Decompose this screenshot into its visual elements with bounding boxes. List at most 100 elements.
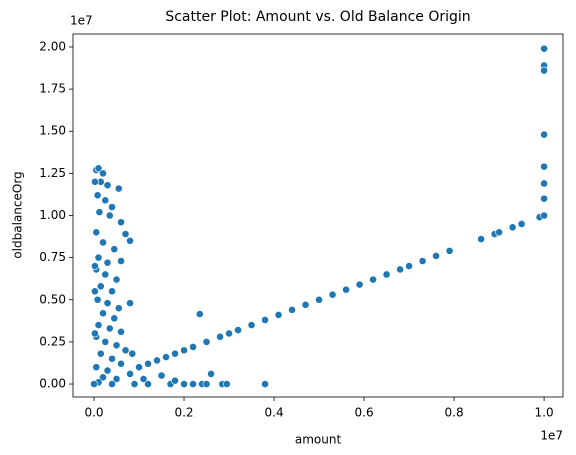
point bbox=[103, 181, 112, 190]
point bbox=[288, 305, 296, 314]
point bbox=[396, 265, 404, 274]
point bbox=[93, 295, 102, 304]
y-tick-label: 1.00 bbox=[39, 208, 66, 222]
point bbox=[202, 337, 211, 346]
point bbox=[445, 246, 454, 255]
point bbox=[315, 295, 323, 304]
point bbox=[355, 280, 364, 289]
point bbox=[112, 341, 121, 350]
point bbox=[234, 326, 242, 334]
y-tick-label: 2.00 bbox=[39, 39, 66, 53]
point bbox=[144, 359, 152, 368]
point bbox=[225, 329, 233, 338]
point bbox=[195, 310, 204, 318]
x-tick-label: 0.6 bbox=[355, 406, 374, 420]
y-tick-label: 0.25 bbox=[39, 334, 66, 348]
point bbox=[180, 380, 188, 388]
point bbox=[117, 218, 125, 227]
point bbox=[105, 324, 114, 333]
point bbox=[101, 270, 110, 279]
point bbox=[121, 346, 130, 355]
point bbox=[99, 373, 107, 382]
point bbox=[128, 349, 137, 358]
point bbox=[135, 363, 143, 372]
point bbox=[94, 321, 103, 329]
point bbox=[540, 44, 548, 53]
point bbox=[112, 375, 121, 383]
point bbox=[117, 359, 125, 368]
point bbox=[328, 290, 337, 299]
point bbox=[144, 380, 152, 388]
point bbox=[540, 66, 548, 75]
point bbox=[202, 380, 211, 388]
point bbox=[405, 262, 413, 270]
point bbox=[108, 203, 116, 211]
x-tick-label: 0.4 bbox=[265, 406, 284, 420]
y-offset-label: 1e7 bbox=[70, 14, 93, 28]
x-tick-label: 0.8 bbox=[445, 406, 464, 420]
point bbox=[540, 179, 548, 188]
point bbox=[222, 380, 231, 388]
point bbox=[121, 230, 130, 238]
point bbox=[126, 370, 134, 378]
point bbox=[126, 236, 134, 245]
point bbox=[103, 258, 112, 267]
point bbox=[117, 327, 125, 336]
point bbox=[105, 211, 114, 220]
point bbox=[171, 376, 179, 385]
point bbox=[112, 275, 121, 284]
point bbox=[99, 169, 107, 178]
point bbox=[261, 380, 269, 388]
point bbox=[117, 257, 125, 265]
x-tick-label: 0.0 bbox=[84, 406, 103, 420]
point bbox=[301, 300, 310, 309]
point bbox=[101, 196, 110, 205]
point bbox=[207, 370, 215, 378]
point bbox=[110, 314, 119, 323]
y-tick-label: 1.50 bbox=[39, 124, 66, 138]
point bbox=[418, 257, 427, 265]
point bbox=[369, 275, 377, 284]
point bbox=[540, 194, 548, 203]
point bbox=[261, 316, 269, 324]
point bbox=[189, 343, 197, 351]
chart-title: Scatter Plot: Amount vs. Old Balance Ori… bbox=[165, 9, 470, 25]
point bbox=[92, 228, 101, 237]
point bbox=[99, 309, 107, 318]
point bbox=[157, 371, 166, 380]
y-axis-label: oldbalanceOrg bbox=[11, 171, 25, 258]
point bbox=[432, 252, 440, 260]
point bbox=[162, 353, 170, 361]
point bbox=[94, 253, 103, 262]
plot-frame bbox=[72, 33, 564, 398]
point bbox=[93, 191, 102, 200]
point bbox=[382, 270, 391, 279]
point bbox=[274, 311, 283, 319]
y-tick-label: 0.75 bbox=[39, 250, 66, 264]
point bbox=[110, 245, 119, 254]
point bbox=[96, 282, 105, 291]
point bbox=[130, 380, 139, 388]
point bbox=[153, 356, 161, 365]
point bbox=[540, 162, 548, 171]
point bbox=[91, 287, 99, 296]
point bbox=[540, 211, 548, 220]
point bbox=[91, 329, 99, 338]
point bbox=[342, 285, 350, 294]
point bbox=[517, 220, 526, 228]
point bbox=[96, 349, 105, 358]
point bbox=[477, 235, 485, 243]
y-tick-label: 1.75 bbox=[39, 82, 66, 96]
point bbox=[92, 363, 101, 372]
point bbox=[91, 262, 99, 270]
point bbox=[103, 366, 112, 375]
point bbox=[508, 223, 517, 232]
x-axis-label: amount bbox=[295, 433, 342, 447]
point bbox=[114, 184, 123, 193]
point bbox=[91, 177, 99, 186]
point bbox=[114, 304, 123, 313]
y-tick-label: 0.00 bbox=[39, 377, 66, 391]
point bbox=[108, 380, 116, 388]
point bbox=[99, 238, 107, 247]
